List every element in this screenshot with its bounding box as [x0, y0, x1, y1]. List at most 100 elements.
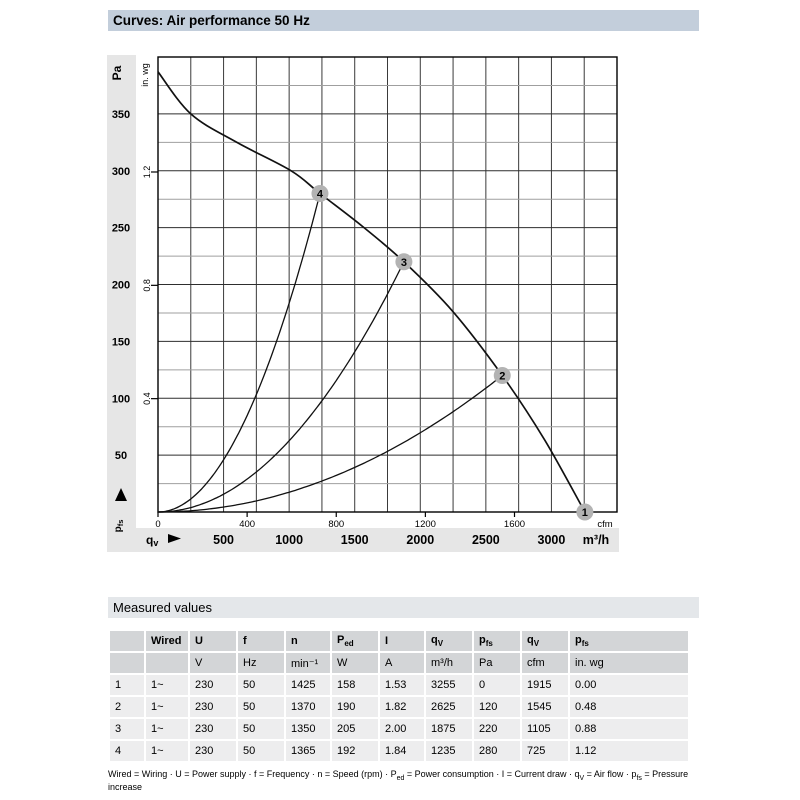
- table-cell: 1105: [522, 719, 568, 739]
- column-header: [110, 631, 144, 651]
- cfm-tick-label: 0: [155, 519, 160, 530]
- flow-axis-arrow-icon: [168, 534, 181, 543]
- table-cell: 0.00: [570, 675, 688, 695]
- svg-text:3: 3: [401, 257, 407, 269]
- column-header: I: [380, 631, 424, 651]
- svg-text:2: 2: [499, 371, 505, 383]
- column-header: pfs: [570, 631, 688, 651]
- column-unit: m³/h: [426, 653, 472, 673]
- table-cell: 1.82: [380, 697, 424, 717]
- operating-point-marker-4: 4: [311, 185, 329, 202]
- section-header-curves: Curves: Air performance 50 Hz: [108, 10, 699, 31]
- air-performance-chart: 350 300 250 200 150 100 50 Pa 1.2 0.8 0.4 in. wg pfs…: [107, 55, 619, 552]
- svg-text:1: 1: [582, 507, 588, 519]
- inwg-tick-label: 1.2: [142, 166, 152, 179]
- column-header: Wired: [146, 631, 188, 651]
- cfm-tick-label: 400: [239, 519, 255, 530]
- pa-tick-label: 50: [115, 450, 127, 462]
- m3h-tick-label: 1500: [341, 533, 369, 547]
- table-cell: 1: [110, 675, 144, 695]
- table-cell: 0.48: [570, 697, 688, 717]
- table-cell: 1.53: [380, 675, 424, 695]
- table-cell: 1425: [286, 675, 330, 695]
- cfm-tick-label: 800: [328, 519, 344, 530]
- pa-axis-band: [107, 55, 136, 552]
- cfm-tick-label: 1600: [504, 519, 525, 530]
- table-cell: 1350: [286, 719, 330, 739]
- table-cell: 1365: [286, 741, 330, 761]
- table-cell: 2: [110, 697, 144, 717]
- table-cell: 1.12: [570, 741, 688, 761]
- column-header: U: [190, 631, 236, 651]
- column-header: Ped: [332, 631, 378, 651]
- table-cell: 190: [332, 697, 378, 717]
- system-resistance-curve-2: [157, 374, 503, 513]
- operating-point-marker-2: 2: [493, 367, 511, 384]
- table-cell: 2.00: [380, 719, 424, 739]
- table-cell: 1915: [522, 675, 568, 695]
- m3h-tick-label: 3000: [538, 533, 566, 547]
- svg-text:4: 4: [317, 189, 324, 201]
- column-header: pfs: [474, 631, 520, 651]
- legend-subscript: V: [579, 774, 585, 782]
- table-cell: 192: [332, 741, 378, 761]
- table-cell: 1~: [146, 719, 188, 739]
- operating-point-marker-3: 3: [395, 253, 413, 271]
- column-unit: min⁻¹: [286, 653, 330, 673]
- table-cell: 50: [238, 697, 284, 717]
- table-cell: 280: [474, 741, 520, 761]
- pa-unit-label: Pa: [110, 65, 124, 80]
- table-row: 2 1~ 230 50 1370 190 1.82 2625 120 1545 0.48: [110, 697, 688, 717]
- column-header: qV: [426, 631, 472, 651]
- table-cell: 205: [332, 719, 378, 739]
- table-row: 4 1~ 230 50 1365 192 1.84 1235 280 725 1.12: [110, 741, 688, 761]
- table-cell: 120: [474, 697, 520, 717]
- table-body: 1 1~ 230 50 1425 158 1.53 3255 0 1915 0.00 2 1~ 230 50…: [110, 675, 688, 761]
- column-unit: Pa: [474, 653, 520, 673]
- column-unit: [110, 653, 144, 673]
- table-cell: 230: [190, 741, 236, 761]
- m3h-tick-label: 1000: [275, 533, 303, 547]
- pressure-axis-arrow-icon: [115, 488, 127, 501]
- table-cell: 1370: [286, 697, 330, 717]
- column-unit: [146, 653, 188, 673]
- table-row: 3 1~ 230 50 1350 205 2.00 1875 220 1105 0.88: [110, 719, 688, 739]
- table-cell: 1~: [146, 697, 188, 717]
- table-cell: 1545: [522, 697, 568, 717]
- table-cell: 1.84: [380, 741, 424, 761]
- table-cell: 3: [110, 719, 144, 739]
- table-cell: 1235: [426, 741, 472, 761]
- table-cell: 1~: [146, 741, 188, 761]
- column-unit: cfm: [522, 653, 568, 673]
- table-cell: 0.88: [570, 719, 688, 739]
- table-cell: 4: [110, 741, 144, 761]
- operating-point-marker-1: 1: [576, 503, 594, 521]
- legend-subscript: ed: [396, 774, 405, 782]
- abbreviation-legend: Wired = Wiring · U = Power supply · f = …: [108, 769, 689, 792]
- plot-border: [157, 56, 618, 513]
- table-cell: 230: [190, 719, 236, 739]
- table-cell: 50: [238, 675, 284, 695]
- table-cell: 220: [474, 719, 520, 739]
- cfm-unit-label: cfm: [597, 519, 612, 530]
- section-header-measured-values-label: Measured values: [113, 600, 212, 615]
- inwg-tick-label: 0.8: [142, 279, 152, 292]
- table-cell: 1~: [146, 675, 188, 695]
- section-header-measured-values: Measured values: [108, 597, 699, 618]
- table-cell: 725: [522, 741, 568, 761]
- table-cell: 2625: [426, 697, 472, 717]
- pa-tick-label: 300: [112, 166, 130, 178]
- column-unit: V: [190, 653, 236, 673]
- pa-tick-label: 350: [112, 109, 130, 121]
- column-unit: A: [380, 653, 424, 673]
- table-row: 1 1~ 230 50 1425 158 1.53 3255 0 1915 0.00: [110, 675, 688, 695]
- column-unit: Hz: [238, 653, 284, 673]
- inwg-unit-label: in. wg: [140, 63, 150, 87]
- table-cell: 3255: [426, 675, 472, 695]
- m3h-tick-label: 2500: [472, 533, 500, 547]
- column-header: qV: [522, 631, 568, 651]
- pa-tick-label: 200: [112, 280, 130, 292]
